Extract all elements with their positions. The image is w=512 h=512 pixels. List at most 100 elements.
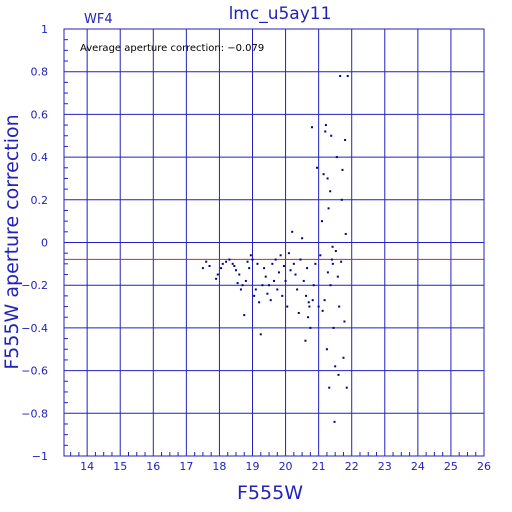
data-point [201, 267, 204, 270]
y-tick-label: −0.2 [21, 279, 48, 292]
data-point [345, 386, 348, 389]
data-point [233, 264, 236, 267]
data-point [309, 326, 312, 329]
y-tick-label: 0 [41, 237, 48, 250]
y-tick-label: 1 [41, 23, 48, 36]
data-point [326, 177, 329, 180]
data-point [292, 262, 295, 265]
data-point [337, 373, 340, 376]
data-point [241, 284, 244, 287]
data-point [324, 124, 327, 127]
data-point [282, 264, 285, 267]
data-point [253, 294, 256, 297]
x-tick-label: 17 [179, 460, 193, 473]
data-point [269, 299, 272, 302]
data-point [325, 348, 328, 351]
data-point [266, 292, 269, 295]
data-point [312, 284, 315, 287]
data-point [329, 190, 332, 193]
data-point [238, 273, 241, 276]
data-point [326, 271, 329, 274]
data-point [234, 269, 237, 272]
data-point [271, 262, 274, 265]
x-tick-label: 24 [411, 460, 425, 473]
data-point [340, 260, 343, 263]
y-tick-label: −1 [32, 450, 48, 463]
data-point [330, 134, 333, 137]
y-tick-label: 0.4 [31, 151, 49, 164]
data-point [225, 260, 228, 263]
data-point [264, 275, 267, 278]
data-point [277, 271, 280, 274]
data-point [287, 252, 290, 255]
tick-labels: 14 15 16 17 18 19 20 21 22 23 24 25 26 1 0.8 0.6 0.4 0.2 0… [21, 23, 491, 473]
data-point [231, 262, 234, 265]
data-point [314, 262, 317, 265]
data-point [307, 316, 310, 319]
data-point [276, 288, 279, 291]
data-point [236, 282, 239, 285]
data-points [201, 74, 349, 423]
data-point [273, 279, 275, 282]
y-axis-label: F555W aperture correction [1, 114, 23, 369]
data-point [304, 339, 307, 342]
data-point [263, 267, 266, 270]
data-point [261, 284, 264, 287]
data-point [342, 356, 345, 359]
x-tick-label: 14 [80, 460, 94, 473]
average-annotation: Average aperture correction: −0.079 [80, 43, 264, 54]
data-point [279, 254, 282, 257]
data-point [346, 74, 349, 77]
y-tick-label: 0.2 [31, 194, 49, 207]
data-point [249, 254, 252, 257]
panel-label: WF4 [84, 12, 113, 27]
data-point [321, 309, 324, 312]
plot-frame [63, 28, 485, 457]
data-point [327, 207, 330, 210]
data-point [243, 314, 246, 317]
data-point [244, 279, 247, 282]
data-point [307, 301, 310, 304]
y-tick-label: 0.8 [31, 66, 49, 79]
data-point [315, 166, 318, 169]
data-point [302, 279, 305, 282]
x-tick-label: 23 [378, 460, 392, 473]
data-point [274, 258, 277, 261]
data-point [317, 305, 320, 308]
data-point [258, 301, 261, 304]
x-tick-label: 15 [113, 460, 127, 473]
data-point [328, 386, 331, 389]
data-point [334, 250, 337, 253]
x-tick-label: 19 [246, 460, 260, 473]
x-axis-label: F555W [237, 482, 303, 504]
data-point [205, 260, 208, 263]
data-point [291, 230, 294, 233]
data-point [221, 262, 224, 265]
data-point [311, 126, 314, 129]
y-tick-label: −0.8 [21, 407, 48, 420]
data-point [286, 305, 289, 308]
x-tick-label: 21 [312, 460, 326, 473]
data-point [301, 237, 304, 240]
data-point [330, 258, 333, 261]
data-point [220, 267, 223, 270]
data-point [289, 269, 292, 272]
data-point [331, 245, 334, 248]
data-point [323, 299, 326, 302]
data-point [322, 173, 325, 176]
data-point [331, 262, 334, 265]
data-point [256, 262, 259, 265]
data-point [334, 365, 337, 368]
x-tick-label: 16 [146, 460, 160, 473]
data-point [239, 288, 242, 291]
x-tick-label: 20 [279, 460, 293, 473]
data-point [208, 264, 211, 267]
data-point [248, 267, 251, 270]
data-point [268, 284, 271, 287]
data-point [341, 168, 344, 171]
data-point [320, 220, 323, 223]
data-point [329, 284, 332, 287]
y-tick-label: 0.6 [31, 108, 49, 121]
data-point [215, 277, 218, 280]
